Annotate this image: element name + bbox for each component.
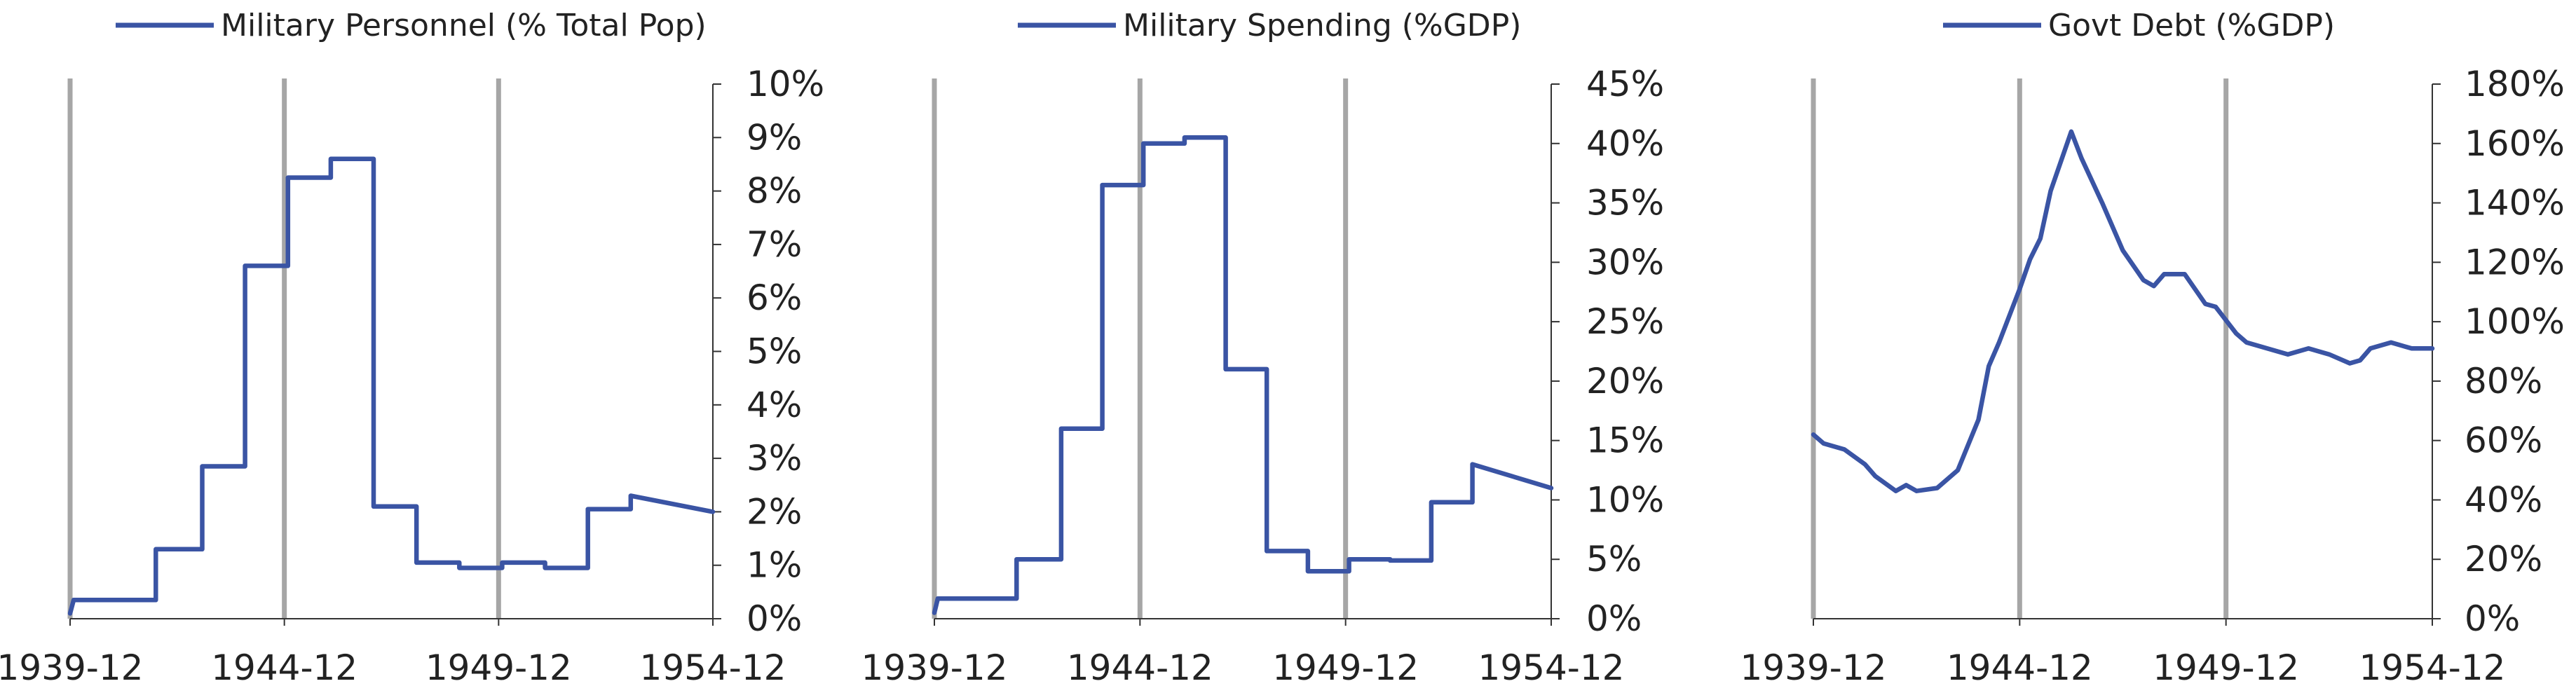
y-tick-label: 4% bbox=[747, 385, 802, 425]
y-tick-label: 80% bbox=[2465, 361, 2542, 402]
y-tick-label: 30% bbox=[1586, 242, 1664, 282]
y-tick-label: 120% bbox=[2465, 242, 2565, 282]
x-tick-label: 1944-12 bbox=[1067, 647, 1213, 688]
y-tick-label: 140% bbox=[2465, 183, 2565, 224]
x-tick-label: 1949-12 bbox=[1272, 647, 1419, 688]
y-tick-label: 2% bbox=[747, 491, 802, 532]
y-tick-label: 100% bbox=[2465, 301, 2565, 342]
y-tick-label: 10% bbox=[747, 64, 824, 104]
y-tick-label: 25% bbox=[1586, 301, 1664, 342]
series-line bbox=[932, 135, 1554, 615]
y-tick-label: 180% bbox=[2465, 64, 2565, 104]
y-tick-label: 15% bbox=[1586, 420, 1664, 461]
y-tick-label: 7% bbox=[747, 224, 802, 265]
x-tick-label: 1939-12 bbox=[861, 647, 1008, 688]
y-tick-label: 5% bbox=[1586, 539, 1642, 579]
y-tick-label: 6% bbox=[747, 277, 802, 318]
series-line bbox=[67, 156, 716, 616]
legend-label: Military Spending (%GDP) bbox=[1123, 8, 1521, 43]
legend-label: Military Personnel (% Total Pop) bbox=[221, 8, 707, 43]
y-tick-label: 1% bbox=[747, 545, 802, 586]
chart-panel-3: 0% 20% 40% 60% 80% 100% 120% 140% 160% 180% 1939-1… bbox=[1740, 8, 2565, 688]
y-tick-label: 60% bbox=[2465, 420, 2542, 461]
y-tick-label: 35% bbox=[1586, 183, 1664, 224]
x-tick-label: 1939-12 bbox=[0, 647, 143, 688]
y-tick-label: 5% bbox=[747, 331, 802, 372]
y-tick-label: 10% bbox=[1586, 479, 1664, 520]
y-tick-label: 40% bbox=[2465, 479, 2542, 520]
chart-panel-1: 0% 1% 2% 3% 4% 5% 6% 7% 8% 9% 10% 1939-12 1944-12 194… bbox=[0, 8, 824, 688]
x-tick-label: 1944-12 bbox=[211, 647, 357, 688]
x-tick-label: 1949-12 bbox=[2153, 647, 2299, 688]
x-tick-label: 1944-12 bbox=[1947, 647, 2093, 688]
x-tick-label: 1954-12 bbox=[640, 647, 786, 688]
y-tick-label: 45% bbox=[1586, 64, 1664, 104]
y-tick-label: 20% bbox=[1586, 361, 1664, 402]
series-line bbox=[1811, 129, 2435, 493]
y-tick-label: 160% bbox=[2465, 123, 2565, 164]
chart-panel-2: 0% 5% 10% 15% 20% 25% 30% 35% 40% 45% 1939-12 1944-… bbox=[861, 8, 1665, 688]
x-tick-label: 1949-12 bbox=[425, 647, 572, 688]
y-tick-label: 0% bbox=[2465, 598, 2520, 639]
y-tick-label: 0% bbox=[747, 598, 802, 639]
y-tick-label: 0% bbox=[1586, 598, 1642, 639]
y-tick-label: 8% bbox=[747, 171, 802, 212]
y-tick-label: 20% bbox=[2465, 539, 2542, 579]
y-tick-label: 40% bbox=[1586, 123, 1664, 164]
y-tick-label: 3% bbox=[747, 438, 802, 479]
legend-label: Govt Debt (%GDP) bbox=[2048, 8, 2335, 43]
x-tick-label: 1939-12 bbox=[1740, 647, 1887, 688]
x-tick-label: 1954-12 bbox=[2359, 647, 2506, 688]
y-tick-label: 9% bbox=[747, 117, 802, 158]
x-tick-label: 1954-12 bbox=[1478, 647, 1625, 688]
